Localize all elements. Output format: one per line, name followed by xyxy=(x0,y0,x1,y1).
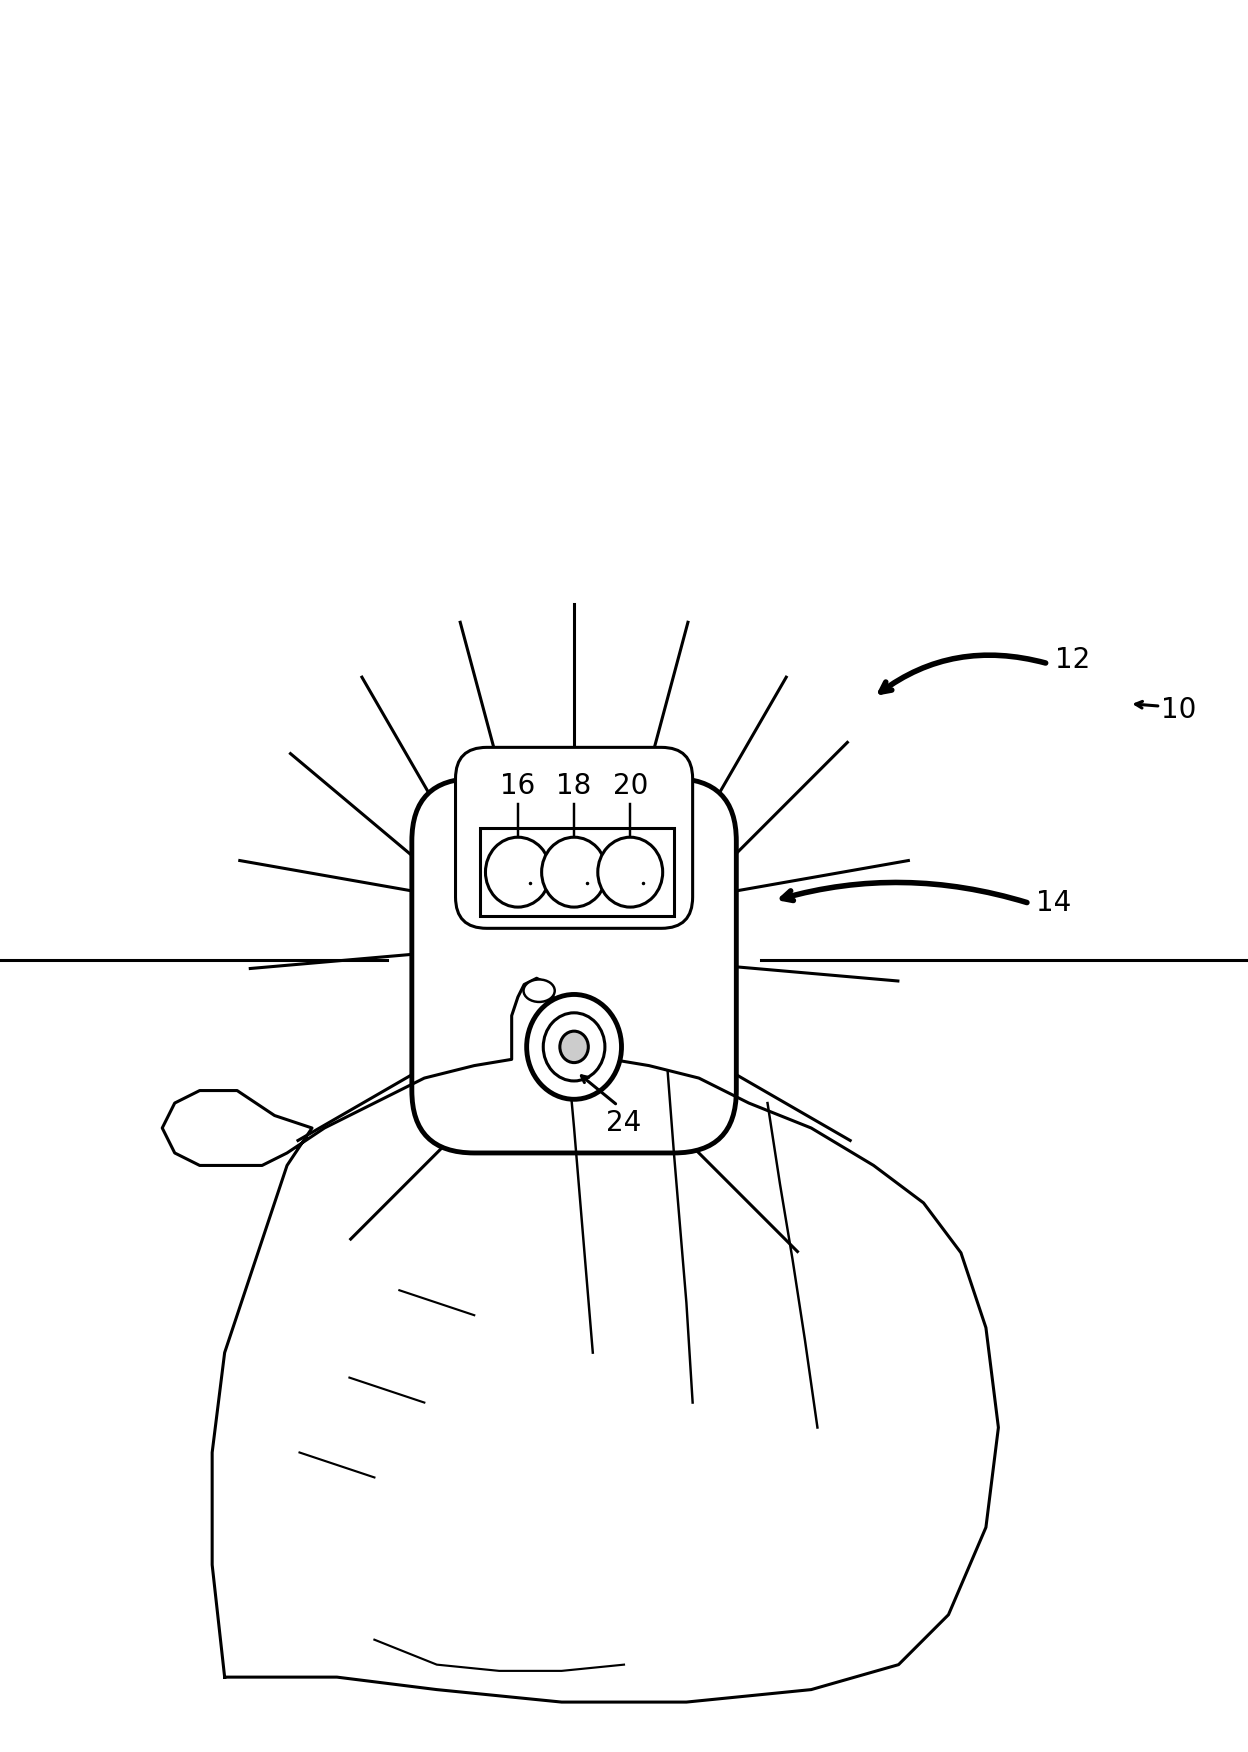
Text: 14: 14 xyxy=(1036,890,1071,918)
FancyBboxPatch shape xyxy=(456,748,693,929)
Ellipse shape xyxy=(543,1013,605,1081)
Ellipse shape xyxy=(485,837,550,908)
Text: 20: 20 xyxy=(613,773,648,799)
Ellipse shape xyxy=(560,1032,588,1063)
FancyBboxPatch shape xyxy=(412,778,736,1153)
FancyArrowPatch shape xyxy=(782,883,1027,902)
Ellipse shape xyxy=(527,995,622,1099)
Text: 18: 18 xyxy=(557,773,592,799)
Text: 10: 10 xyxy=(1161,696,1196,724)
Ellipse shape xyxy=(598,837,663,908)
Bar xyxy=(480,829,674,916)
Text: 16: 16 xyxy=(500,773,535,799)
Text: 24: 24 xyxy=(607,1109,641,1137)
Text: 12: 12 xyxy=(1055,646,1090,675)
Ellipse shape xyxy=(542,837,607,908)
FancyArrowPatch shape xyxy=(881,655,1046,692)
Ellipse shape xyxy=(523,979,554,1002)
